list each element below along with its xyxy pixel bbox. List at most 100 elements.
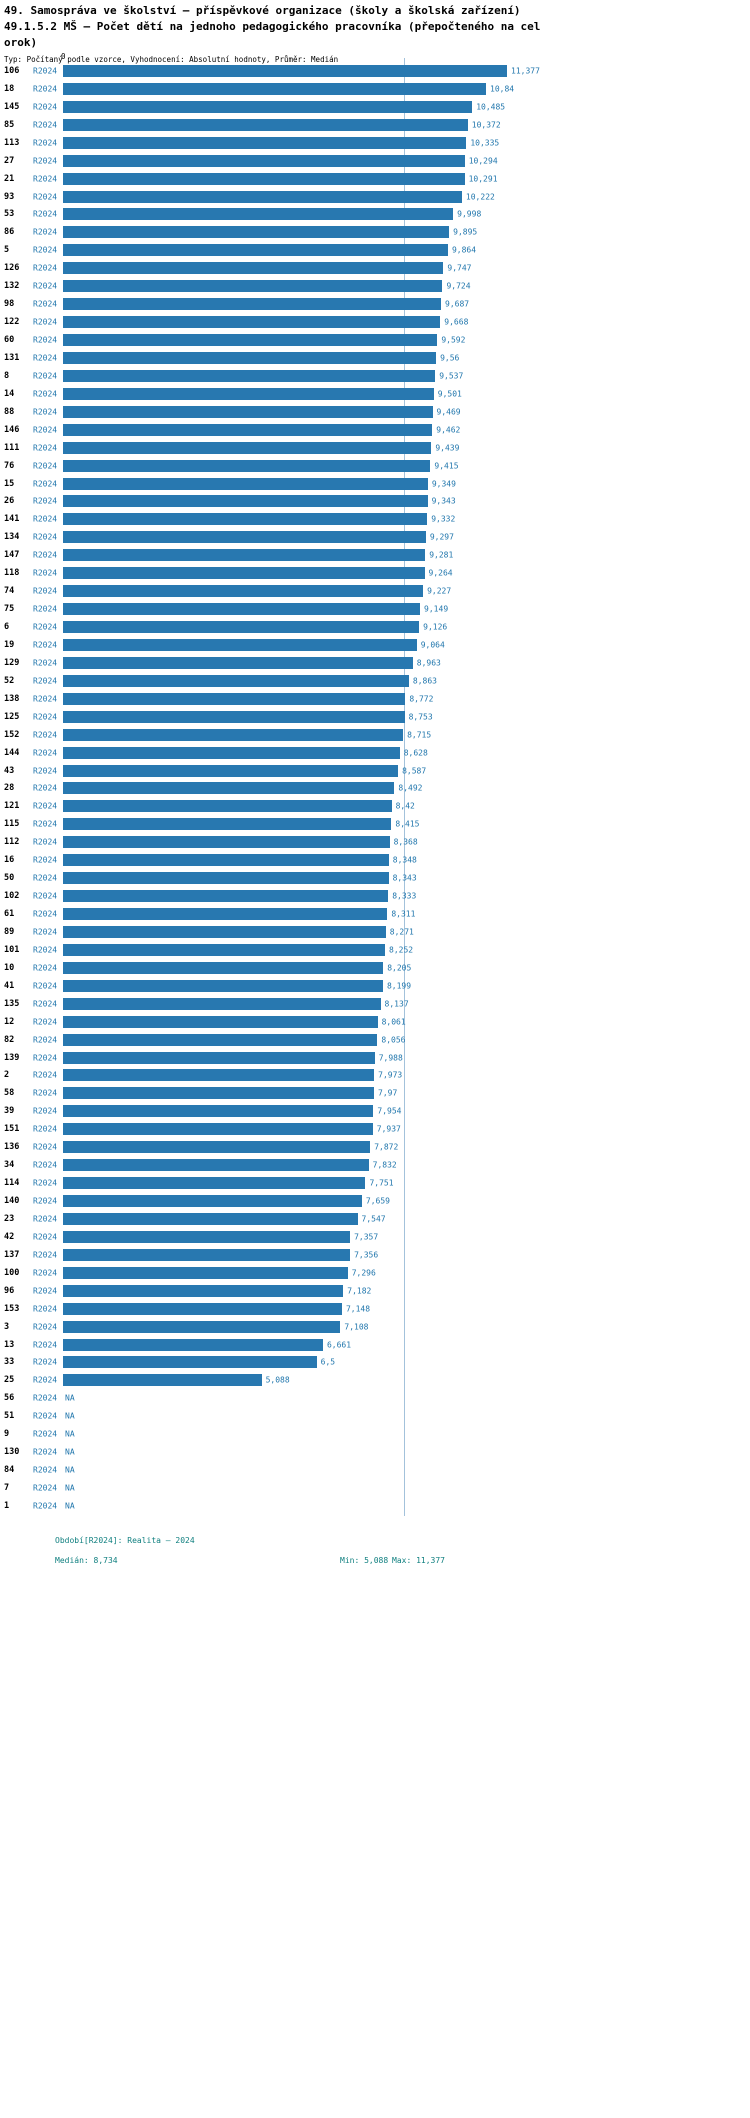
value-bar[interactable] bbox=[63, 1051, 375, 1064]
chart-row: 86 R2024 9,895 bbox=[0, 223, 750, 241]
value-label: 7,97 bbox=[378, 1088, 398, 1098]
value-bar[interactable] bbox=[63, 1087, 375, 1100]
value-bar[interactable] bbox=[63, 1177, 366, 1190]
value-bar[interactable] bbox=[63, 369, 436, 382]
bar-area: 7,296 bbox=[63, 1264, 750, 1282]
value-bar[interactable] bbox=[63, 818, 392, 831]
chart-row: 146 R2024 9,462 bbox=[0, 421, 750, 439]
value-bar[interactable] bbox=[63, 979, 383, 992]
value-bar[interactable] bbox=[63, 692, 406, 705]
row-period-label: R2024 bbox=[33, 604, 58, 614]
value-bar[interactable] bbox=[63, 638, 417, 651]
value-bar[interactable] bbox=[63, 100, 473, 113]
value-bar[interactable] bbox=[63, 208, 454, 221]
value-bar[interactable] bbox=[63, 1015, 378, 1028]
chart-row: 93 R2024 10,222 bbox=[0, 188, 750, 206]
bar-area: 9,501 bbox=[63, 385, 750, 403]
value-bar[interactable] bbox=[63, 997, 381, 1010]
value-bar[interactable] bbox=[63, 674, 409, 687]
value-label: 8,753 bbox=[408, 712, 433, 722]
value-bar[interactable] bbox=[63, 64, 507, 77]
value-bar[interactable] bbox=[63, 136, 467, 149]
value-bar[interactable] bbox=[63, 908, 388, 921]
value-bar[interactable] bbox=[63, 513, 428, 526]
value-bar[interactable] bbox=[63, 531, 426, 544]
value-bar[interactable] bbox=[63, 872, 389, 885]
row-period-label: R2024 bbox=[33, 192, 58, 202]
value-bar[interactable] bbox=[63, 1266, 348, 1279]
value-label: 8,252 bbox=[389, 945, 414, 955]
value-bar[interactable] bbox=[63, 800, 392, 813]
value-label: 7,954 bbox=[377, 1106, 402, 1116]
value-bar[interactable] bbox=[63, 925, 386, 938]
report-header: 49. Samospráva ve školství – příspěvkové… bbox=[4, 3, 746, 65]
value-bar[interactable] bbox=[63, 764, 399, 777]
value-bar[interactable] bbox=[63, 423, 433, 436]
value-bar[interactable] bbox=[63, 1338, 323, 1351]
value-bar[interactable] bbox=[63, 1356, 317, 1369]
value-bar[interactable] bbox=[63, 603, 421, 616]
value-bar[interactable] bbox=[63, 387, 434, 400]
row-id-label: 118 bbox=[4, 568, 20, 579]
value-bar[interactable] bbox=[63, 459, 431, 472]
min-stat: Min: 5,088 bbox=[340, 1556, 389, 1565]
value-bar[interactable] bbox=[63, 172, 465, 185]
value-bar[interactable] bbox=[63, 298, 442, 311]
value-bar[interactable] bbox=[63, 710, 405, 723]
value-bar[interactable] bbox=[63, 728, 404, 741]
value-bar[interactable] bbox=[63, 1248, 351, 1261]
chart-row: 9 R2024 NA bbox=[0, 1425, 750, 1443]
row-period-label: R2024 bbox=[33, 1250, 58, 1260]
value-bar[interactable] bbox=[63, 280, 443, 293]
value-bar[interactable] bbox=[63, 746, 400, 759]
row-id-label: 3 bbox=[4, 1321, 10, 1332]
value-bar[interactable] bbox=[63, 316, 441, 329]
bar-area: 9,462 bbox=[63, 421, 750, 439]
value-bar[interactable] bbox=[63, 961, 384, 974]
value-bar[interactable] bbox=[63, 1195, 362, 1208]
value-bar[interactable] bbox=[63, 1033, 378, 1046]
value-bar[interactable] bbox=[63, 477, 428, 490]
row-period-label: R2024 bbox=[33, 855, 58, 865]
value-bar[interactable] bbox=[63, 1320, 341, 1333]
value-bar[interactable] bbox=[63, 334, 438, 347]
value-bar[interactable] bbox=[63, 190, 462, 203]
value-bar[interactable] bbox=[63, 1374, 262, 1387]
value-bar[interactable] bbox=[63, 943, 386, 956]
value-bar[interactable] bbox=[63, 441, 432, 454]
chart-row: 98 R2024 9,687 bbox=[0, 295, 750, 313]
value-bar[interactable] bbox=[63, 585, 424, 598]
value-bar[interactable] bbox=[63, 1141, 371, 1154]
value-bar[interactable] bbox=[63, 1230, 351, 1243]
value-bar[interactable] bbox=[63, 567, 425, 580]
value-bar[interactable] bbox=[63, 262, 444, 275]
value-bar[interactable] bbox=[63, 782, 395, 795]
value-bar[interactable] bbox=[63, 495, 428, 508]
value-bar[interactable] bbox=[63, 154, 465, 167]
value-bar[interactable] bbox=[63, 1123, 373, 1136]
value-bar[interactable] bbox=[63, 890, 389, 903]
value-bar[interactable] bbox=[63, 226, 450, 239]
value-label: 8,628 bbox=[403, 748, 428, 758]
bar-area: NA bbox=[63, 1425, 750, 1443]
value-bar[interactable] bbox=[63, 405, 433, 418]
value-bar[interactable] bbox=[63, 82, 487, 95]
value-bar[interactable] bbox=[63, 118, 468, 131]
value-bar[interactable] bbox=[63, 351, 437, 364]
value-bar[interactable] bbox=[63, 1069, 375, 1082]
value-bar[interactable] bbox=[63, 854, 389, 867]
value-bar[interactable] bbox=[63, 1105, 374, 1118]
value-bar[interactable] bbox=[63, 549, 426, 562]
value-bar[interactable] bbox=[63, 836, 390, 849]
value-bar[interactable] bbox=[63, 1212, 358, 1225]
chart-row: 52 R2024 8,863 bbox=[0, 672, 750, 690]
value-bar[interactable] bbox=[63, 621, 420, 634]
value-bar[interactable] bbox=[63, 656, 413, 669]
value-bar[interactable] bbox=[63, 1284, 344, 1297]
value-bar[interactable] bbox=[63, 1159, 369, 1172]
row-id-label: 102 bbox=[4, 891, 20, 902]
value-bar[interactable] bbox=[63, 244, 448, 257]
value-label: 7,973 bbox=[378, 1070, 403, 1080]
value-bar[interactable] bbox=[63, 1302, 342, 1315]
value-label: 9,264 bbox=[428, 568, 453, 578]
